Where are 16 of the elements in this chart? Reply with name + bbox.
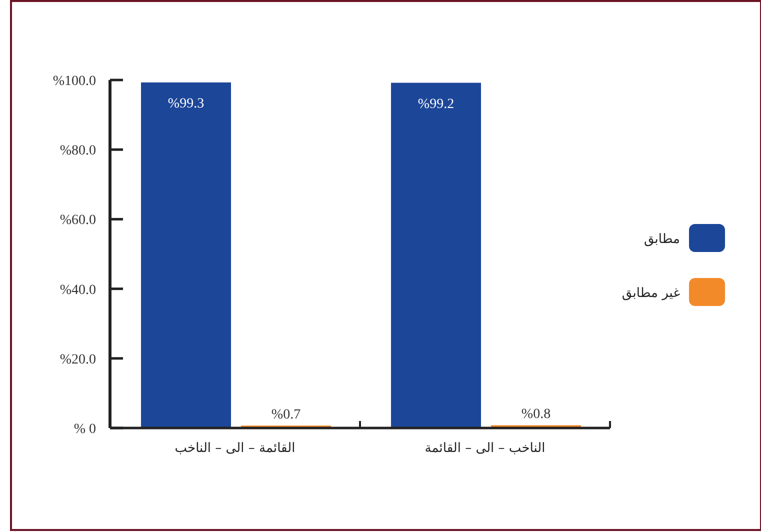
legend-label: مطابق (644, 232, 680, 247)
data-label: %99.2 (418, 96, 454, 112)
y-tick-label: %100.0 (52, 74, 96, 89)
y-tick-label: %80.0 (60, 144, 96, 159)
bar (141, 82, 231, 428)
data-label: %99.3 (168, 96, 204, 112)
y-tick-label: %60.0 (60, 213, 96, 228)
x-tick-label: القائمة – الى – الناخب (174, 441, 296, 456)
y-tick-label: %40.0 (60, 282, 96, 298)
data-label: %0.7 (271, 408, 301, 423)
y-tick-label: %20.0 (60, 352, 96, 368)
x-tick-label: الناخب – الى – القائمة (424, 441, 546, 456)
data-label: %0.8 (521, 407, 551, 422)
legend-label: غير مطابق (622, 286, 680, 301)
bar (391, 82, 481, 428)
y-tick-label: % 0 (74, 422, 96, 437)
